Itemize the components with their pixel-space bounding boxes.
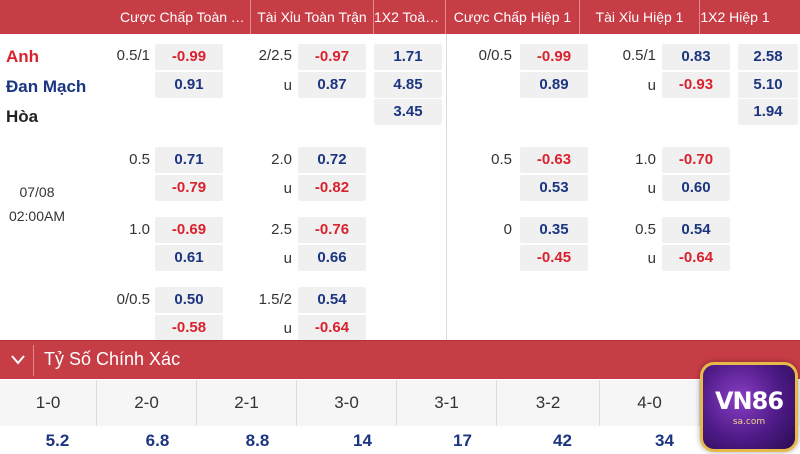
ou-odds-over[interactable]: -0.76 (298, 217, 366, 243)
h1-ou-odds-over[interactable]: -0.70 (662, 147, 730, 173)
header-divider (33, 345, 34, 376)
ou-odds-under[interactable]: -0.82 (298, 175, 366, 201)
hcap-line: 1.0 (129, 221, 150, 238)
ou-line: 2.0 (271, 151, 292, 168)
header-over-under-full[interactable]: Tài Xỉu Toàn Trận (251, 0, 374, 34)
ou-under-label: u (283, 180, 292, 197)
h1-hcap-odds-away[interactable]: -0.45 (520, 245, 588, 271)
ou-under-label: u (283, 77, 292, 94)
score-cell: 2-1 (197, 380, 297, 426)
score-odds[interactable]: 6.8 (145, 431, 170, 450)
h1-ou-under-label: u (647, 77, 656, 94)
match-time: 02:00AM (8, 208, 66, 224)
h1-ou-odds-under[interactable]: -0.93 (662, 72, 730, 98)
h1-ou-odds-over[interactable]: 0.54 (662, 217, 730, 243)
correct-score-odds-row (0, 426, 800, 450)
h1-hcap-odds-home[interactable]: -0.99 (520, 44, 588, 70)
team-away: Đan Mạch (6, 77, 87, 96)
h1-ou-line: 0.5/1 (622, 47, 656, 64)
ou-under-label: u (283, 250, 292, 267)
score-odds[interactable]: 14 (353, 431, 372, 450)
h1-x12-odds-draw[interactable]: 1.94 (738, 99, 798, 125)
ou-line: 1.5/2 (258, 291, 292, 308)
hcap-odds-away[interactable]: 0.91 (155, 72, 223, 98)
correct-score-row (0, 380, 800, 426)
correct-score-header[interactable]: Tỷ Số Chính Xác (0, 340, 800, 379)
match-date: 07/08 (19, 184, 55, 200)
ou-odds-over[interactable]: 0.72 (298, 147, 366, 173)
header-over-under-half1[interactable]: Tài Xỉu Hiệp 1 (580, 0, 700, 34)
team-draw: Hòa (6, 107, 39, 126)
x12-odds-draw[interactable]: 3.45 (374, 99, 442, 125)
ou-odds-under[interactable]: 0.87 (298, 72, 366, 98)
ou-under-label: u (283, 320, 292, 337)
ou-odds-under[interactable]: 0.66 (298, 245, 366, 271)
h1-hcap-line: 0 (503, 221, 512, 238)
h1-ou-odds-under[interactable]: -0.64 (662, 245, 730, 271)
x12-odds-home[interactable]: 1.71 (374, 44, 442, 70)
h1-hcap-odds-away[interactable]: 0.53 (520, 175, 588, 201)
hcap-odds-home[interactable]: -0.99 (155, 44, 223, 70)
h1-x12-odds-home[interactable]: 2.58 (738, 44, 798, 70)
hcap-line: 0.5/1 (116, 47, 150, 64)
hcap-odds-home[interactable]: -0.69 (155, 217, 223, 243)
ou-line: 2/2.5 (258, 47, 292, 64)
h1-hcap-line: 0/0.5 (478, 47, 512, 64)
score-cell: 4-0 (600, 380, 700, 426)
ou-odds-over[interactable]: 0.54 (298, 287, 366, 313)
header-handicap-half1[interactable]: Cược Chấp Hiệp 1 (446, 0, 580, 34)
score-cell: 3-1 (397, 380, 497, 426)
correct-score-title: Tỷ Số Chính Xác (44, 349, 181, 369)
score-odds[interactable]: 8.8 (245, 431, 270, 450)
score-odds[interactable]: 34 (655, 431, 674, 450)
h1-hcap-odds-home[interactable]: -0.63 (520, 147, 588, 173)
hcap-odds-home[interactable]: 0.50 (155, 287, 223, 313)
vn86-logo: VN86 sa.com (700, 362, 798, 452)
header-1x2-half1[interactable]: 1X2 Hiệp 1 (700, 9, 770, 25)
score-cell: 1-0 (0, 380, 97, 426)
h1-ou-odds-over[interactable]: 0.83 (662, 44, 730, 70)
hcap-line: 0/0.5 (116, 291, 150, 308)
score-odds[interactable]: 5.2 (45, 431, 70, 450)
team-home: Anh (6, 47, 40, 66)
score-cell: 2-0 (97, 380, 197, 426)
x12-odds-away[interactable]: 4.85 (374, 72, 442, 98)
h1-ou-line: 0.5 (635, 221, 656, 238)
h1-hcap-odds-home[interactable]: 0.35 (520, 217, 588, 243)
hcap-odds-away[interactable]: 0.61 (155, 245, 223, 271)
ou-odds-over[interactable]: -0.97 (298, 44, 366, 70)
logo-text: VN86 (714, 387, 784, 415)
h1-hcap-odds-away[interactable]: 0.89 (520, 72, 588, 98)
odds-header: Cược Chấp Toàn Trận Tài Xỉu Toàn Trận 1X… (0, 0, 800, 34)
hcap-odds-away[interactable]: -0.79 (155, 175, 223, 201)
hcap-line: 0.5 (129, 151, 150, 168)
h1-ou-odds-under[interactable]: 0.60 (662, 175, 730, 201)
chevron-down-icon[interactable] (10, 353, 26, 367)
score-cell: 3-2 (497, 380, 600, 426)
logo-subtext: sa.com (732, 417, 766, 427)
h1-ou-line: 1.0 (635, 151, 656, 168)
h1-x12-odds-away[interactable]: 5.10 (738, 72, 798, 98)
h1-ou-under-label: u (647, 250, 656, 267)
h1-hcap-line: 0.5 (491, 151, 512, 168)
score-cell: 3-0 (297, 380, 397, 426)
h1-ou-under-label: u (647, 180, 656, 197)
score-odds[interactable]: 17 (453, 431, 472, 450)
ou-line: 2.5 (271, 221, 292, 238)
half-divider (446, 34, 447, 340)
header-1x2-full[interactable]: 1X2 Toàn Trận (374, 0, 446, 34)
hcap-odds-away[interactable]: -0.58 (155, 315, 223, 341)
hcap-odds-home[interactable]: 0.71 (155, 147, 223, 173)
score-odds[interactable]: 42 (553, 431, 572, 450)
ou-odds-under[interactable]: -0.64 (298, 315, 366, 341)
header-handicap-full[interactable]: Cược Chấp Toàn Trận (120, 0, 251, 34)
